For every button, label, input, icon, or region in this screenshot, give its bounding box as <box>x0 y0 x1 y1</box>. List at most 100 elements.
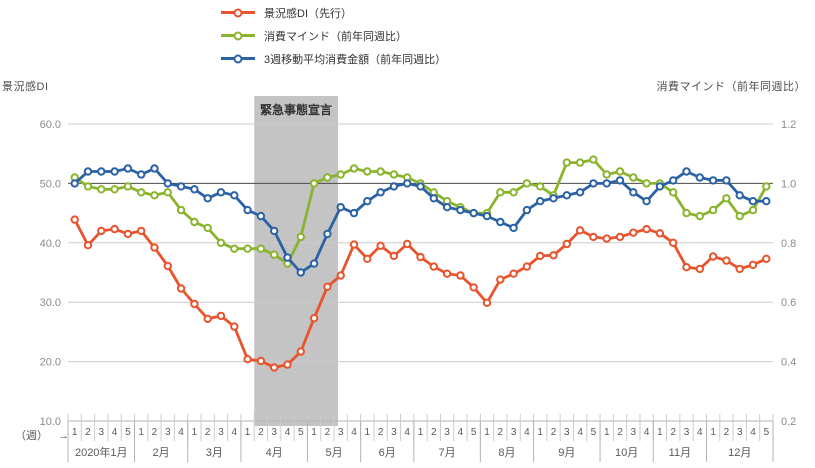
right-axis-title: 消費マインド（前年同週比） <box>656 81 806 93</box>
data-point-consumer_mind <box>708 205 718 215</box>
data-point-consumer_mind <box>97 185 106 194</box>
week-number-label: 2 <box>724 427 730 438</box>
legend-label-spending-avg: 3週移動平均消費金額（前年同週比） <box>264 53 447 66</box>
data-point-spending_avg <box>349 208 359 218</box>
week-number-label: 1 <box>365 427 371 438</box>
week-number-label: 1 <box>604 427 610 438</box>
month-label: 6月 <box>379 447 396 459</box>
data-point-sentiment_di <box>589 232 598 242</box>
data-point-sentiment_di <box>735 264 744 274</box>
week-number-label: 3 <box>165 427 171 438</box>
data-point-sentiment_di <box>629 228 638 237</box>
legend-marker-dot-icon <box>233 54 243 63</box>
month-label: 3月 <box>206 447 223 459</box>
legend-label-sentiment-di: 景況感DI（先行） <box>264 7 352 20</box>
data-point-spending_avg <box>708 176 718 185</box>
data-point-spending_avg <box>70 179 79 188</box>
data-point-consumer_mind <box>110 185 119 194</box>
week-number-label: 2 <box>205 427 211 438</box>
data-point-sentiment_di <box>97 226 106 236</box>
week-number-label: 2 <box>551 427 557 438</box>
data-point-sentiment_di <box>256 356 266 366</box>
legend-marker-line-icon <box>221 8 255 17</box>
data-point-consumer_mind <box>230 244 239 253</box>
data-point-consumer_mind <box>216 238 226 248</box>
legend-marker-line-icon <box>221 54 255 63</box>
left-axis-tick-label: 30.0 <box>40 297 61 309</box>
week-unit-label: （週） → <box>15 427 69 443</box>
data-point-spending_avg <box>243 205 252 215</box>
data-point-spending_avg <box>469 208 478 218</box>
data-point-consumer_mind <box>203 223 212 233</box>
month-label: 2020年1月 <box>75 445 128 459</box>
legend-marker-line-icon <box>221 31 255 40</box>
month-label: 7月 <box>439 447 456 459</box>
week-number-label: 1 <box>72 427 78 438</box>
left-axis-tick-label: 40.0 <box>40 238 61 250</box>
data-point-spending_avg <box>722 176 731 185</box>
week-number-label: 2 <box>325 427 331 438</box>
week-number-label: 1 <box>192 427 198 438</box>
data-point-consumer_mind <box>349 164 359 173</box>
week-number-label: 1 <box>537 427 543 438</box>
data-point-consumer_mind <box>695 211 704 221</box>
data-point-spending_avg <box>642 197 651 206</box>
data-point-spending_avg <box>589 179 598 188</box>
data-point-sentiment_di <box>602 234 611 243</box>
data-point-sentiment_di <box>682 263 691 272</box>
data-point-sentiment_di <box>110 224 119 234</box>
data-point-spending_avg <box>389 182 399 191</box>
data-point-spending_avg <box>562 191 571 200</box>
week-number-label: 5 <box>764 427 770 438</box>
data-point-consumer_mind <box>323 173 332 182</box>
data-point-sentiment_di <box>575 226 585 235</box>
week-number-label: 3 <box>737 427 743 438</box>
data-point-spending_avg <box>682 167 691 176</box>
data-point-spending_avg <box>762 197 771 206</box>
data-point-sentiment_di <box>496 275 505 284</box>
data-point-spending_avg <box>416 182 425 191</box>
data-point-spending_avg <box>176 182 186 191</box>
data-point-sentiment_di <box>722 256 731 265</box>
data-point-sentiment_di <box>748 260 758 269</box>
data-point-sentiment_di <box>762 254 771 263</box>
data-point-sentiment_di <box>216 311 226 321</box>
data-point-spending_avg <box>629 188 638 197</box>
week-number-label: 2 <box>378 427 384 438</box>
data-point-consumer_mind <box>536 182 545 191</box>
data-point-consumer_mind <box>615 167 625 176</box>
data-point-sentiment_di <box>336 271 345 280</box>
data-point-sentiment_di <box>442 269 452 278</box>
data-point-consumer_mind <box>496 188 505 197</box>
data-point-spending_avg <box>735 191 744 200</box>
data-point-sentiment_di <box>389 251 399 261</box>
week-number-label: 4 <box>112 427 118 438</box>
data-point-consumer_mind <box>562 158 571 167</box>
data-point-sentiment_di <box>708 252 718 261</box>
week-number-label: 5 <box>125 427 131 438</box>
legend: 景況感DI（先行） 消費マインド（前年同週比） 3週移動平均消費金額（前年同週比… <box>221 5 446 66</box>
data-point-spending_avg <box>363 197 372 206</box>
data-point-sentiment_di <box>190 299 199 309</box>
data-point-sentiment_di <box>482 298 492 307</box>
data-point-consumer_mind <box>270 250 279 259</box>
data-point-sentiment_di <box>137 226 146 236</box>
data-point-spending_avg <box>442 203 452 212</box>
week-number-label: 4 <box>697 427 703 438</box>
week-number-label: 2 <box>152 427 158 438</box>
data-point-spending_avg <box>270 226 279 236</box>
data-point-sentiment_di <box>230 322 239 331</box>
data-point-consumer_mind <box>669 188 678 197</box>
legend-item-consumer-mind: 消費マインド（前年同週比） <box>221 28 446 43</box>
data-point-consumer_mind <box>150 191 159 200</box>
month-label: 10月 <box>615 447 638 459</box>
data-point-consumer_mind <box>522 179 532 188</box>
legend-marker-dot-icon <box>233 8 243 17</box>
data-point-consumer_mind <box>256 244 266 253</box>
data-point-sentiment_di <box>203 314 212 323</box>
data-point-sentiment_di <box>669 238 678 248</box>
week-number-label: 2 <box>498 427 504 438</box>
legend-marker-dot-icon <box>233 31 243 40</box>
